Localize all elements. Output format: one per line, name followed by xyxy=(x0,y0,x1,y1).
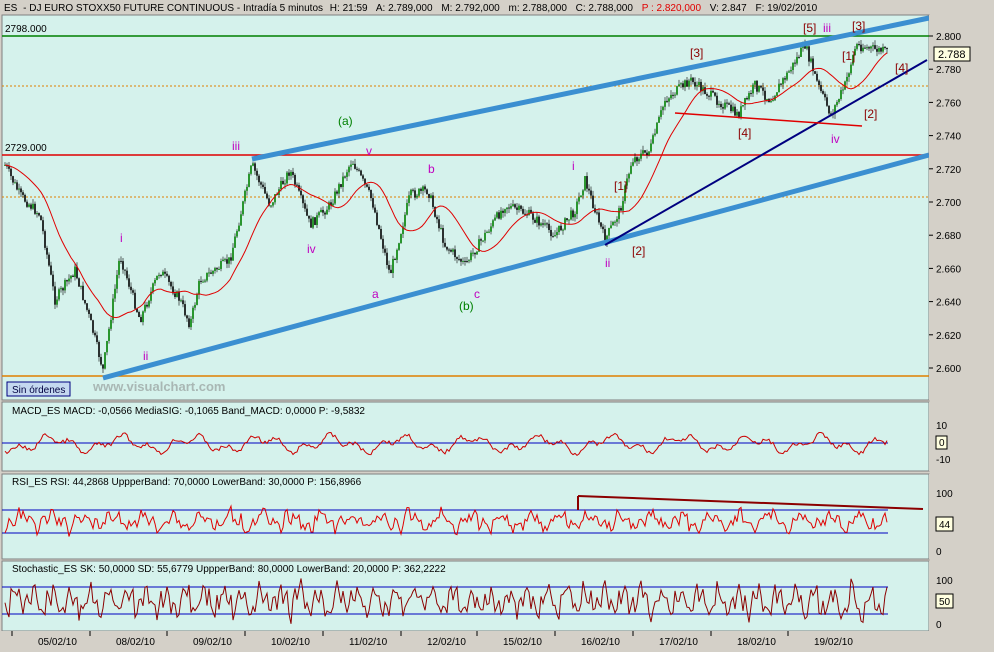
macd-tick-neg10: -10 xyxy=(936,455,951,466)
price-candles xyxy=(4,39,888,373)
stoch-value: 50 xyxy=(939,597,951,608)
date-label: 12/02/10 xyxy=(427,637,466,648)
support-line xyxy=(674,112,863,127)
wave-label: [3] xyxy=(852,19,865,33)
wave-label: [3] xyxy=(690,46,703,60)
price-tick-label: 2.680 xyxy=(936,231,961,242)
rsi-label: RSI_ES RSI: 44,2868 UppperBand: 70,0000 … xyxy=(12,477,362,488)
price-tick-label: 2.800 xyxy=(936,32,961,43)
macd-line xyxy=(4,431,888,457)
orders-button-label: Sin órdenes xyxy=(12,385,65,396)
price-tick-label: 2.600 xyxy=(936,364,961,375)
wave-label: v xyxy=(366,144,372,158)
wave-label: iv xyxy=(307,242,316,256)
stoch-value-box xyxy=(935,593,954,609)
macd-label: MACD_ES MACD: -0,0566 MediaSIG: -0,1065 … xyxy=(12,406,365,417)
time-axis-labels: 05/02/10 08/02/10 09/02/10 10/02/10 11/02/10… xyxy=(11,631,853,648)
stoch-tick-0: 0 xyxy=(936,620,942,631)
wave-label: iii xyxy=(232,139,240,153)
wave-label: [1] xyxy=(842,49,855,63)
date-label: 19/02/10 xyxy=(814,637,853,648)
price-tick-label: 2.620 xyxy=(936,331,961,342)
price-tick-label: 2.760 xyxy=(936,98,961,109)
rsi-line xyxy=(4,504,888,537)
line-2798-label: 2798.000 xyxy=(5,24,47,35)
wave-label: [2] xyxy=(632,244,645,258)
wave-label: [5] xyxy=(803,21,816,35)
rsi-tick-100: 100 xyxy=(936,489,953,500)
date-label: 08/02/10 xyxy=(116,637,155,648)
macd-tick-10: 10 xyxy=(936,421,948,432)
rsi-trend-line xyxy=(577,495,924,510)
wave-label: b xyxy=(428,162,435,176)
channel-upper-line xyxy=(251,15,930,162)
wave-label: (a) xyxy=(338,114,353,128)
price-tick-label: 2.740 xyxy=(936,132,961,143)
price-tick-label: 2.780 xyxy=(936,65,961,76)
header-text: ES - DJ EURO STOXX50 FUTURE CONTINUOUS -… xyxy=(4,3,818,14)
time-axis xyxy=(0,631,994,649)
wave-label: iv xyxy=(831,132,840,146)
wave-label: a xyxy=(372,287,379,301)
wave-label: [2] xyxy=(864,107,877,121)
trend-line xyxy=(604,59,928,246)
stochastic-label: Stochastic_ES SK: 50,0000 SD: 55,6779 Up… xyxy=(12,564,446,575)
macd-value: 0 xyxy=(939,438,945,449)
date-label: 09/02/10 xyxy=(193,637,232,648)
last-price-value: 2.788 xyxy=(938,49,966,61)
date-label: 16/02/10 xyxy=(581,637,620,648)
macd-pane xyxy=(1,401,930,472)
line-2729-label: 2729.000 xyxy=(5,143,47,154)
orders-button[interactable] xyxy=(6,381,71,397)
stochastic-line xyxy=(4,578,888,624)
date-label: 18/02/10 xyxy=(737,637,776,648)
rsi-pane xyxy=(1,473,930,560)
price-pane xyxy=(1,14,930,401)
wave-label: [4] xyxy=(738,126,751,140)
date-label: 17/02/10 xyxy=(659,637,698,648)
price-axis-ticks: 2.800 2.780 2.760 2.740 2.720 2.700 2.680 2.660… xyxy=(929,32,961,375)
wave-label: iii xyxy=(823,21,831,35)
price-tick-label: 2.700 xyxy=(936,198,961,209)
watermark-text: www.visualchart.com xyxy=(92,379,225,394)
channel-lower-line xyxy=(102,152,930,381)
price-tick-label: 2.720 xyxy=(936,165,961,176)
date-label: 10/02/10 xyxy=(271,637,310,648)
rsi-value: 44 xyxy=(939,520,951,531)
wave-label: (b) xyxy=(459,299,474,313)
rsi-tick-0: 0 xyxy=(936,547,942,558)
date-label: 05/02/10 xyxy=(38,637,77,648)
price-axis xyxy=(929,15,994,400)
wave-label: c xyxy=(474,287,480,301)
wave-label: [4] xyxy=(895,61,908,75)
wave-label: ii xyxy=(143,349,148,363)
header-bar xyxy=(0,0,994,15)
rsi-value-box xyxy=(935,516,954,532)
wave-label: i xyxy=(120,231,123,245)
date-label: 11/02/10 xyxy=(349,637,388,648)
wave-label: i xyxy=(572,159,575,173)
date-label: 15/02/10 xyxy=(503,637,542,648)
wave-label: [1] xyxy=(614,179,627,193)
moving-average-line xyxy=(4,52,888,319)
last-price-box xyxy=(933,46,971,62)
price-tick-label: 2.640 xyxy=(936,298,961,309)
macd-value-box xyxy=(935,435,948,450)
wave-label: ii xyxy=(605,256,610,270)
price-tick-label: 2.660 xyxy=(936,264,961,275)
stoch-tick-100: 100 xyxy=(936,576,953,587)
